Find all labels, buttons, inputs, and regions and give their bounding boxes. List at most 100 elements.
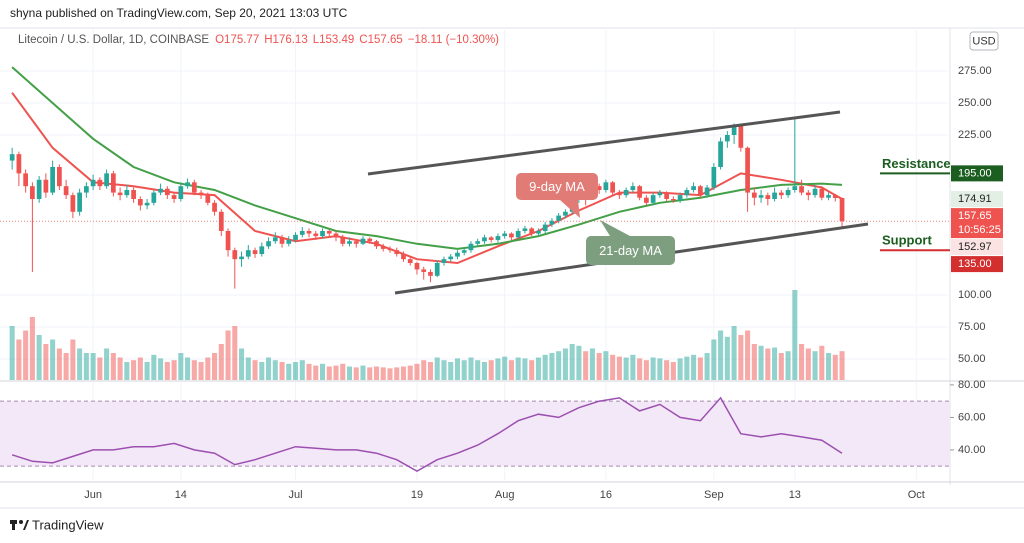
logo-stem (12, 520, 15, 530)
volume-bar (745, 330, 751, 380)
candle-body (529, 228, 535, 234)
volume-bar (623, 357, 629, 380)
currency-button[interactable] (969, 31, 999, 51)
publish-header: shyna published on TradingView.com, Sep … (10, 6, 348, 20)
candle-body (630, 186, 636, 191)
volume-bar (522, 358, 528, 380)
candle-body (151, 192, 157, 203)
volume-bar (387, 368, 393, 380)
volume-bar (650, 357, 656, 380)
candle-body (171, 195, 177, 199)
candle-body (785, 190, 791, 196)
volume-bar (407, 365, 413, 380)
candle-body (832, 195, 838, 198)
ohlc-value: H176.13 (264, 34, 307, 46)
candle-body (495, 236, 501, 240)
volume-bar (792, 290, 798, 380)
candle-body (16, 154, 22, 174)
price-tag (951, 191, 1003, 208)
candle-body (475, 241, 481, 244)
volume-pane (9, 290, 845, 380)
candle-body (63, 186, 69, 196)
volume-bar (414, 363, 420, 380)
rsi-line (11, 396, 843, 472)
volume-bar (225, 330, 231, 380)
candle-body (104, 173, 109, 187)
candle-body (610, 182, 616, 193)
tradingview-logo (10, 520, 29, 530)
volume-bar (731, 326, 737, 380)
volume-bar (63, 353, 69, 380)
candle-body (421, 269, 427, 272)
x-tick-label: 19 (411, 489, 423, 501)
volume-bar (239, 348, 245, 380)
candle-body (711, 166, 717, 188)
volume-bar (16, 339, 22, 380)
candle-body (455, 252, 460, 257)
ohlc-value: L153.49 (313, 34, 355, 46)
candle-body (286, 239, 292, 244)
candle-body (205, 195, 211, 203)
volume-bar (819, 345, 825, 380)
volume-bar (556, 351, 562, 380)
candle-body (374, 241, 379, 247)
price-tag-label: 152.97 (958, 241, 992, 253)
volume-bar (799, 344, 805, 380)
volume-bar (83, 353, 89, 380)
candle-body (23, 173, 29, 187)
volume-bar (198, 362, 204, 380)
candle-body (293, 234, 298, 240)
volume-bar (569, 344, 575, 380)
y-tick-label: 250.00 (958, 97, 992, 109)
volume-bar (670, 362, 676, 380)
volume-bar (151, 354, 157, 380)
candle-body (644, 197, 649, 203)
candle-body (819, 188, 825, 198)
volume-bar (245, 357, 251, 380)
candle-body (704, 187, 710, 196)
candle-body (394, 250, 400, 255)
candle-body (414, 262, 420, 270)
candle-body (697, 186, 703, 196)
volume-bar (353, 367, 359, 380)
volume-bar (805, 348, 811, 380)
logo-slash (23, 520, 29, 530)
candle-body (279, 237, 285, 244)
volume-bar (421, 360, 427, 380)
volume-bar (839, 351, 845, 380)
volume-bar (144, 362, 150, 380)
volume-bar (171, 360, 177, 380)
price-tag (951, 208, 1003, 239)
price-tag (951, 165, 1003, 182)
volume-bar (326, 366, 332, 380)
price-tag (951, 256, 1003, 273)
candle-body (117, 192, 123, 196)
candle-body (434, 262, 440, 276)
candle-body (70, 195, 76, 212)
candle-body (380, 246, 386, 249)
candle-body (110, 173, 116, 193)
candle-body (482, 237, 487, 242)
candle-body (225, 230, 231, 251)
volume-bar (562, 348, 568, 380)
volume-bar (677, 358, 683, 380)
volume-bar (272, 360, 278, 380)
ma-callout (516, 173, 598, 200)
volume-bar (218, 344, 224, 380)
candle-body (353, 241, 359, 244)
candle-body (765, 195, 771, 199)
volume-bar (596, 353, 602, 380)
candle-body (461, 250, 467, 253)
candle-body (563, 211, 568, 216)
candle-body (326, 230, 332, 234)
volume-bar (97, 357, 103, 380)
volume-bar (495, 358, 501, 380)
candle-body (407, 259, 413, 263)
candle-body (97, 179, 103, 187)
volume-bar (583, 351, 589, 380)
candle-body (259, 246, 265, 255)
x-tick-label: 13 (789, 489, 801, 501)
candle-body (839, 197, 845, 222)
level-label: Resistance (882, 156, 951, 171)
